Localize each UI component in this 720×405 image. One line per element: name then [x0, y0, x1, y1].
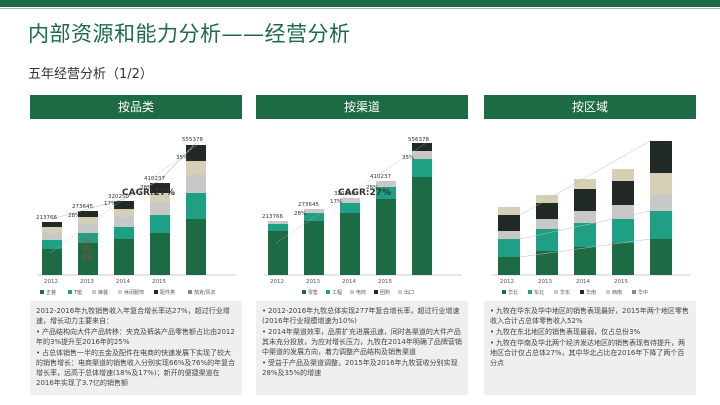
total-label: 213766: [262, 214, 283, 220]
year-label: 2015: [378, 279, 392, 285]
legend-item: 正装: [46, 289, 56, 296]
analysis-notes: 2012-2016年九牧销售收入年复合增长率达27%，超过行业增速，增长动力主要…: [30, 301, 242, 395]
note-bullet: 2014年渠道效率，品质扩充进展迅速，同时各渠道的大件产品其未充分投放，为应对增…: [262, 328, 462, 356]
cagr-label: CAGR:27%: [338, 188, 391, 198]
growth-label: 17%: [104, 201, 116, 207]
total-label: 410237: [370, 174, 391, 180]
legend-item: 华南: [586, 289, 596, 296]
chart-legend: 华北 东北 华东 华南 西南 华中: [502, 289, 648, 296]
total-label: 320250: [108, 194, 129, 200]
bar-2012: [498, 207, 520, 275]
total-label: 213766: [36, 215, 57, 221]
note-bullet: 2012-2016年九牧总体实现277年复合增长率，超过行业增速(2016年行业…: [262, 307, 460, 325]
bar-2013: [304, 209, 324, 275]
panel-by-channel: 按渠道 CAGR:27% 2137: [256, 95, 468, 395]
analysis-notes: • 九牧在华东及华中地区的销售表现最好，2015年两个地区零售收入合计占总体零售收…: [484, 301, 696, 395]
channel-stacked-bar-chart: CAGR:27% 213766 273645 320250 410237 556…: [262, 137, 462, 296]
year-label: 2015: [614, 279, 628, 285]
legend-item: 华中: [638, 289, 648, 296]
page-subtitle: 五年经营分析（1/2）: [28, 67, 153, 82]
bar-2013: [536, 195, 558, 275]
year-label: 2012: [270, 279, 284, 285]
total-label: 273645: [298, 202, 319, 208]
legend-item: 电商: [356, 289, 366, 296]
bar-2014: [340, 198, 360, 275]
chart-legend: 零售 工程 电商 团购 出口: [302, 289, 414, 296]
note-line: 2012-2016年九牧销售收入年复合增长率达27%，超过行业增速，增长动力主要…: [36, 307, 230, 325]
legend-item: 东北: [534, 289, 544, 296]
legend-item: 华东: [560, 289, 570, 296]
total-label: 555378: [182, 137, 203, 143]
analysis-notes: • 2012-2016年九牧总体实现277年复合增长率，超过行业增速(2016年行…: [256, 301, 468, 395]
year-label: 2012: [44, 279, 58, 285]
legend-item: 裤装: [98, 289, 108, 296]
legend-item: 茄克/风衣: [194, 289, 216, 296]
top-accent-bar: [0, 0, 720, 7]
note-bullet: 九牧在华南及华北两个经济发达地区的销售表现有待提升，两地区合计仅占总体27%，其…: [490, 339, 685, 367]
cagr-label: CAGR:27%: [122, 188, 175, 198]
total-label: 273645: [72, 204, 93, 210]
top-accent-line: [0, 8, 720, 9]
panel-by-region: 按区域: [484, 95, 696, 395]
growth-label: 17%: [330, 199, 342, 205]
bar-2014: [574, 179, 596, 275]
bar-2014: [114, 201, 134, 275]
note-bullet: 九牧在华东及华中地区的销售表现最好，2015年两个地区零售收入合计占总体零售收入…: [490, 307, 689, 325]
year-label: 2015: [152, 279, 166, 285]
legend-item: 西南: [612, 289, 622, 296]
growth-label: 28%: [68, 213, 80, 219]
bar-2016: [412, 143, 432, 275]
year-label: 2013: [80, 279, 94, 285]
panel-heading: 按区域: [484, 95, 696, 119]
svg-text:2%: 2%: [82, 238, 92, 245]
year-label: 2013: [306, 279, 320, 285]
year-label: 2013: [538, 279, 552, 285]
bar-2015: [612, 169, 634, 275]
bar-2015: [376, 181, 396, 275]
panel-by-category: 按品类: [30, 95, 242, 395]
legend-item: 出口: [404, 289, 414, 296]
growth-label: 35%: [402, 155, 414, 161]
legend-item: 华北: [508, 289, 518, 296]
note-bullet: 受益于产品及渠道调整，2015年及2016年九牧营收分别实现28%及35%的增速: [262, 359, 458, 377]
growth-label: 28%: [366, 185, 378, 191]
bar-2012: [42, 222, 62, 275]
year-label: 2014: [116, 279, 130, 285]
note-bullet: 产品结构向大件产品转移：夹克及裤装产品零售额占比由2012年的3%提升至2016…: [36, 328, 235, 346]
panel-heading: 按渠道: [256, 95, 468, 119]
bar-2012: [268, 221, 288, 275]
legend-item: 休闲服饰: [124, 289, 144, 296]
year-label: 2014: [342, 279, 356, 285]
region-stacked-bar-chart: 2012 2013 2014 2015 华北 东北 华东 华南 西南 华中: [492, 140, 690, 296]
svg-text:5%: 5%: [82, 254, 92, 261]
total-label: 410237: [144, 176, 165, 182]
growth-label: 28%: [294, 211, 306, 217]
legend-item: T恤: [73, 289, 82, 296]
bar-2015: [150, 183, 170, 275]
legend-item: 配件类: [160, 289, 175, 296]
legend-item: 团购: [380, 289, 390, 296]
note-bullet: 九牧在东北地区的销售表现最弱，仅占总份3%: [496, 328, 641, 336]
total-label: 320250: [334, 191, 355, 197]
legend-item: 工程: [332, 289, 342, 296]
year-label: 2014: [576, 279, 590, 285]
legend-item: 零售: [308, 289, 318, 296]
growth-label: 28%: [140, 185, 152, 191]
growth-label: 35%: [176, 155, 188, 161]
note-bullet: 占总体销售一半的五金及配件在电商的快速发展下实现了较大的销售增长：电商渠道的销售…: [36, 349, 236, 387]
chart-legend: 正装 T恤 裤装 休闲服饰 配件类 茄克/风衣: [40, 289, 216, 296]
year-label: 2012: [500, 279, 514, 285]
bar-2016: [650, 141, 672, 275]
bar-2013: [78, 211, 98, 275]
svg-text:5%: 5%: [82, 246, 92, 253]
category-stacked-bar-chart: 2% 5% 5% CAGR:27% 213766 273645 320250 4…: [36, 137, 236, 296]
bar-2016: [186, 145, 206, 275]
panel-heading: 按品类: [30, 95, 242, 119]
page-title: 内部资源和能力分析——经营分析: [28, 22, 351, 46]
total-label: 556378: [408, 137, 429, 143]
